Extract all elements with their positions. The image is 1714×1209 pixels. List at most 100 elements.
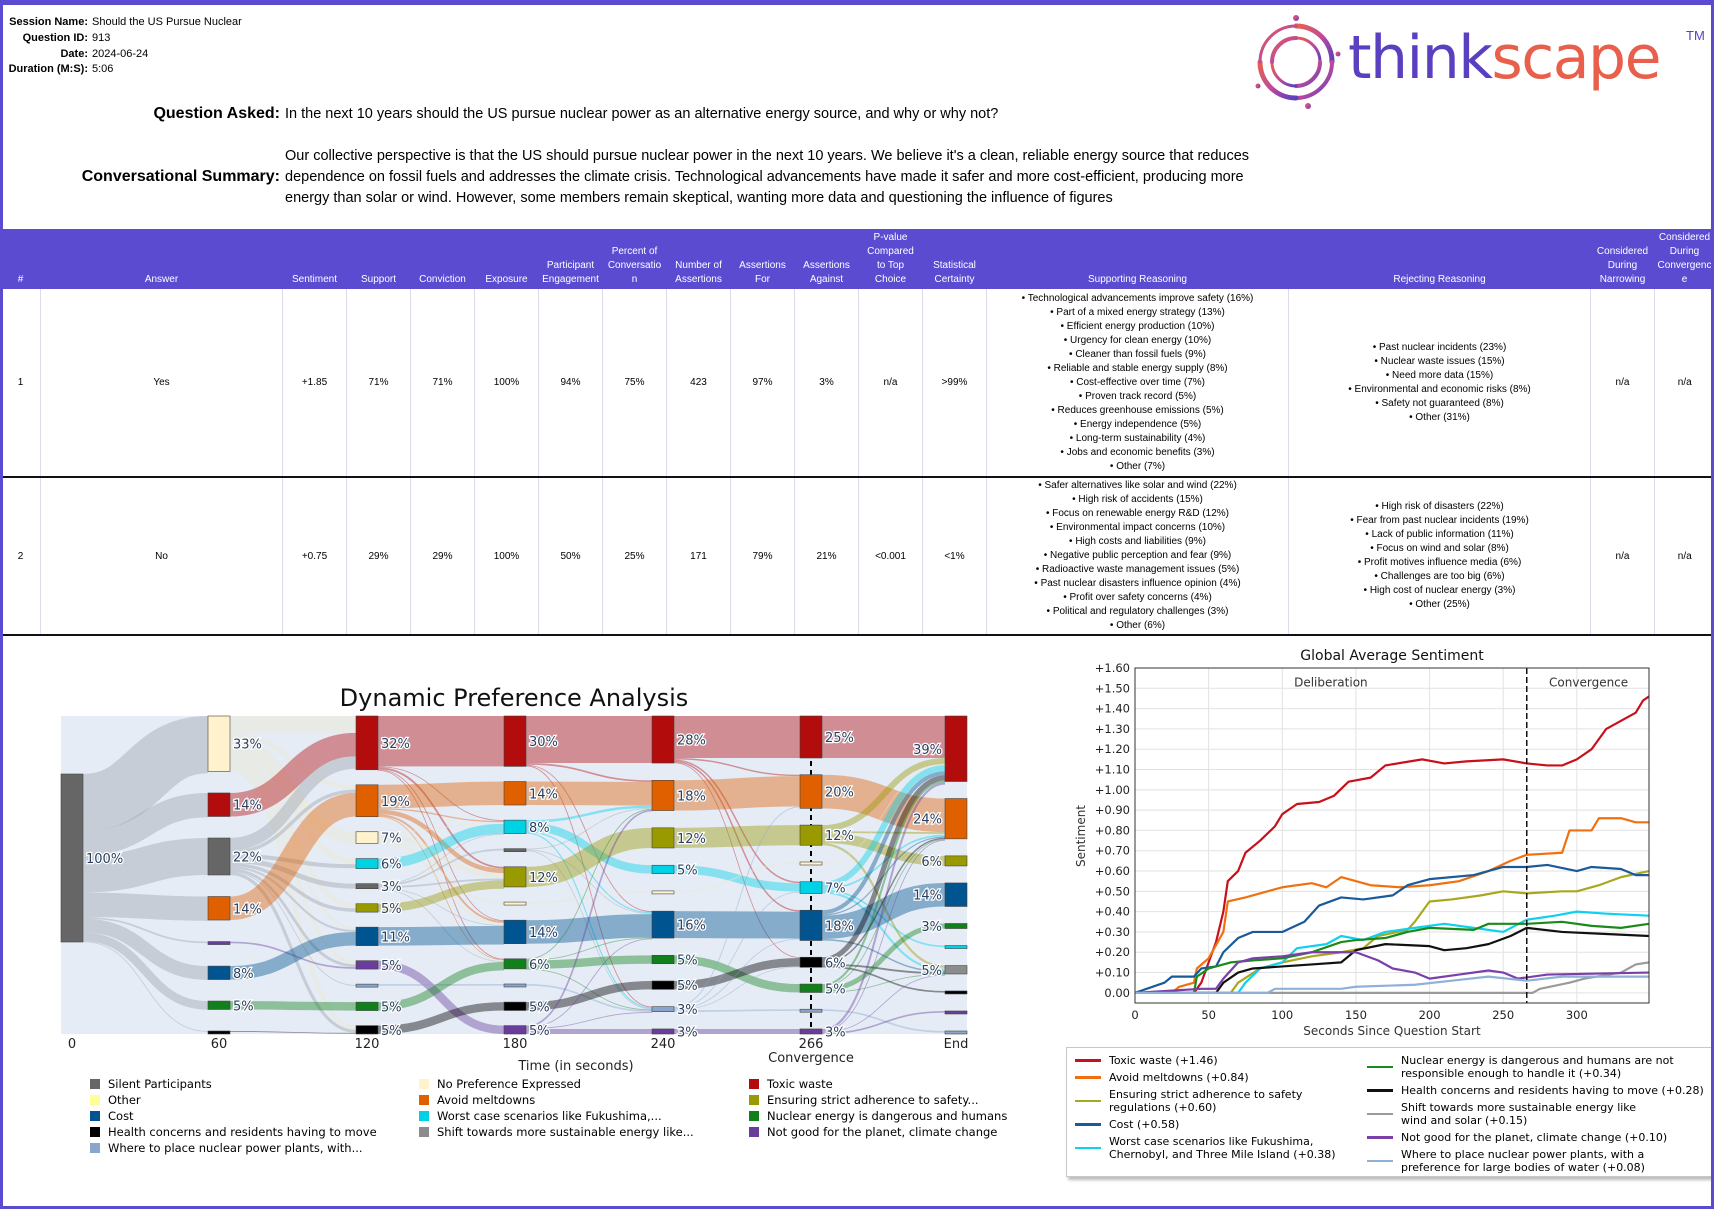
sankey-node-shift[interactable] [944,965,968,975]
sentiment-legend-item[interactable]: Not good for the planet, climate change … [1367,1131,1704,1144]
sentiment-legend-item[interactable]: Worst case scenarios like Fukushima, Che… [1075,1135,1359,1161]
sankey-node-health[interactable] [651,980,675,990]
sankey-node-where[interactable] [355,983,379,988]
sankey-node-toxic[interactable] [651,715,675,764]
sankey-node-nopref[interactable] [207,715,231,772]
sankey-node-avoid[interactable] [503,781,527,806]
sentiment-legend-item[interactable]: Health concerns and residents having to … [1367,1084,1704,1097]
sankey-node-notgood[interactable] [799,1028,823,1035]
sankey-node-notgood[interactable] [207,941,231,945]
sankey-legend-item[interactable]: Cost [90,1109,134,1123]
sankey-node-nopref[interactable] [651,890,675,895]
sankey-node-nuclear[interactable] [944,923,968,929]
sankey-node-worst[interactable] [944,945,968,949]
sentiment-legend-item[interactable]: Where to place nuclear power plants, wit… [1367,1148,1704,1174]
sankey-node-silent[interactable] [503,848,527,852]
sankey-node-health[interactable] [355,1025,379,1035]
table-row: 2 No +0.75 29% 29% 100% 50% 25% 171 79% 21% <0.001 <… [0,477,1714,636]
sankey-node-nuclear[interactable] [207,1000,231,1010]
sankey-node-ensuring[interactable] [799,824,823,846]
sankey-legend-item[interactable]: Ensuring strict adherence to safety... [749,1093,979,1107]
sankey-node-nopref[interactable] [799,861,823,866]
sankey-node-avoid[interactable] [944,798,968,840]
sankey-node-notgood[interactable] [944,1010,968,1015]
sankey-node-where[interactable] [503,983,527,988]
legend-line-swatch [1367,1065,1393,1069]
sankey-node-ensuring[interactable] [651,827,675,849]
sankey-node-cost[interactable] [799,909,823,941]
sankey-legend-item[interactable]: Not good for the planet, climate change [749,1125,997,1139]
sankey-node-ensuring[interactable] [503,866,527,888]
sankey-link [821,775,946,963]
reasoning-text: Fear from past nuclear incidents (19%) [1356,515,1529,526]
sankey-link [377,961,505,1011]
reasoning-text: Profit over safety concerns (4%) [1069,592,1212,603]
sentiment-legend-item[interactable]: Shift towards more sustainable energy li… [1367,1101,1704,1127]
sankey-node-worst[interactable] [799,881,823,894]
sankey-node-cost[interactable] [207,965,231,980]
sentiment-legend-item[interactable]: Ensuring strict adherence to safety regu… [1075,1088,1359,1114]
sankey-legend-item[interactable]: Worst case scenarios like Fukushima,... [419,1109,662,1123]
sankey-legend-item[interactable]: Toxic waste [749,1077,833,1091]
reasoning-item: • Nuclear waste issues (15%) [1290,355,1589,369]
sankey-node-health[interactable] [944,990,968,995]
sankey-node-notgood[interactable] [355,960,379,970]
sankey-legend-item[interactable]: Where to place nuclear power plants, wit… [90,1141,363,1155]
sankey-legend-item[interactable]: Shift towards more sustainable energy li… [419,1125,694,1139]
sankey-node-cost[interactable] [651,910,675,939]
sankey-legend-item[interactable]: Silent Participants [90,1077,212,1091]
sankey-node-health[interactable] [207,1030,231,1035]
sentiment-legend-item[interactable]: Avoid meltdowns (+0.84) [1075,1071,1359,1084]
sankey-node-worst[interactable] [503,819,527,834]
sankey-node-toxic[interactable] [355,715,379,771]
sankey-node-nuclear[interactable] [355,1001,379,1011]
sankey-node-silent[interactable] [355,883,379,890]
sankey-node-avoid[interactable] [651,780,675,811]
sankey-node-cost[interactable] [503,919,527,944]
sankey-legend-item[interactable]: No Preference Expressed [419,1077,581,1091]
sentiment-legend-item[interactable]: Cost (+0.58) [1075,1118,1359,1131]
sankey-node-label: 6% [921,855,942,870]
sankey-link [821,923,946,992]
sankey-node-health[interactable] [799,956,823,968]
sankey-legend-item[interactable]: Nuclear energy is dangerous and humans [749,1109,1007,1123]
sentiment-legend-item[interactable]: Nuclear energy is dangerous and humans a… [1367,1054,1704,1080]
sankey-legend-item[interactable]: Health concerns and residents having to … [90,1125,377,1139]
sankey-node-avoid[interactable] [355,784,379,818]
sankey-node-worst[interactable] [651,864,675,874]
sankey-node-ensuring[interactable] [355,903,379,913]
sankey-node-notgood[interactable] [503,1025,527,1035]
sankey-legend-item[interactable]: Other [90,1093,141,1107]
sankey-node-cost[interactable] [355,926,379,946]
legend-line-swatch [1367,1089,1393,1092]
sankey-link [673,938,801,1010]
sankey-node-where[interactable] [799,1008,823,1013]
sankey-node-toxic[interactable] [503,715,527,767]
sankey-node-nopref[interactable] [503,901,527,906]
sankey-node-nopref[interactable] [355,831,379,844]
sankey-node-health[interactable] [503,1001,527,1011]
sankey-node-silent[interactable] [207,837,231,876]
sankey-node-worst[interactable] [355,858,379,869]
sankey-node-where[interactable] [944,1030,968,1035]
sankey-node-toxic[interactable] [944,715,968,782]
sankey-node-silent[interactable] [60,773,84,943]
bullet: • [1375,397,1382,409]
sankey-node-nuclear[interactable] [503,958,527,970]
sankey-node-ensuring[interactable] [944,855,968,867]
sankey-node-avoid[interactable] [207,896,231,921]
series-line [1135,975,1649,994]
sankey-node-notgood[interactable] [651,1028,675,1035]
sankey-node-nuclear[interactable] [651,955,675,965]
sankey-node-avoid[interactable] [799,774,823,809]
sankey-node-toxic[interactable] [799,715,823,759]
sankey-node-toxic[interactable] [207,792,231,817]
sankey-link [229,732,357,790]
column-header: Support [346,229,411,289]
sankey-node-where[interactable] [651,1006,675,1012]
sankey-legend-item[interactable]: Avoid meltdowns [419,1093,535,1107]
sankey-node-cost[interactable] [944,882,968,907]
column-header: Answer [40,229,283,289]
sentiment-legend-item[interactable]: Toxic waste (+1.46) [1075,1054,1359,1067]
sankey-node-nuclear[interactable] [799,983,823,993]
